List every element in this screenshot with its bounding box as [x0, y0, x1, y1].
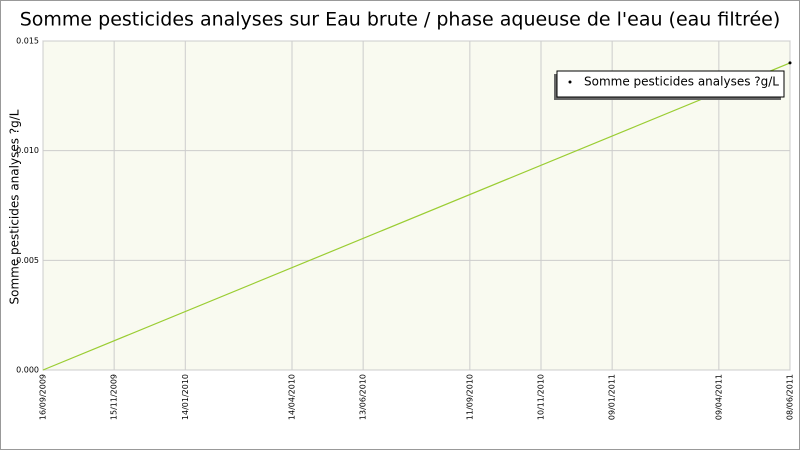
x-tick-label: 11/09/2010 — [465, 374, 474, 420]
legend-marker — [568, 80, 572, 84]
y-tick-label: 0.005 — [16, 256, 39, 265]
y-tick-label: 0.010 — [16, 146, 39, 155]
point-marker — [788, 61, 792, 65]
x-tick-label: 13/06/2010 — [359, 374, 368, 420]
legend-box — [556, 70, 785, 98]
x-tick-label: 10/11/2010 — [537, 374, 546, 420]
legend-label: Somme pesticides analyses ?g/L — [584, 75, 779, 89]
x-tick-label: 14/01/2010 — [181, 374, 190, 420]
x-tick-label: 09/01/2011 — [608, 374, 617, 420]
chart-title: Somme pesticides analyses sur Eau brute … — [20, 9, 781, 31]
x-tick-label: 14/04/2010 — [288, 374, 297, 420]
x-tick-label: 08/06/2011 — [786, 374, 795, 420]
series-line — [42, 62, 791, 371]
legend: Somme pesticides analyses ?g/L — [554, 70, 785, 100]
x-tick-label: 16/09/2009 — [39, 374, 48, 420]
y-tick-label: 0.000 — [16, 366, 39, 375]
x-tick-label: 15/11/2009 — [110, 374, 119, 420]
y-tick-label: 0.015 — [16, 37, 39, 46]
x-tick-label: 09/04/2011 — [714, 374, 723, 420]
y-axis-label: Somme pesticides analyses ?g/L — [8, 109, 22, 304]
